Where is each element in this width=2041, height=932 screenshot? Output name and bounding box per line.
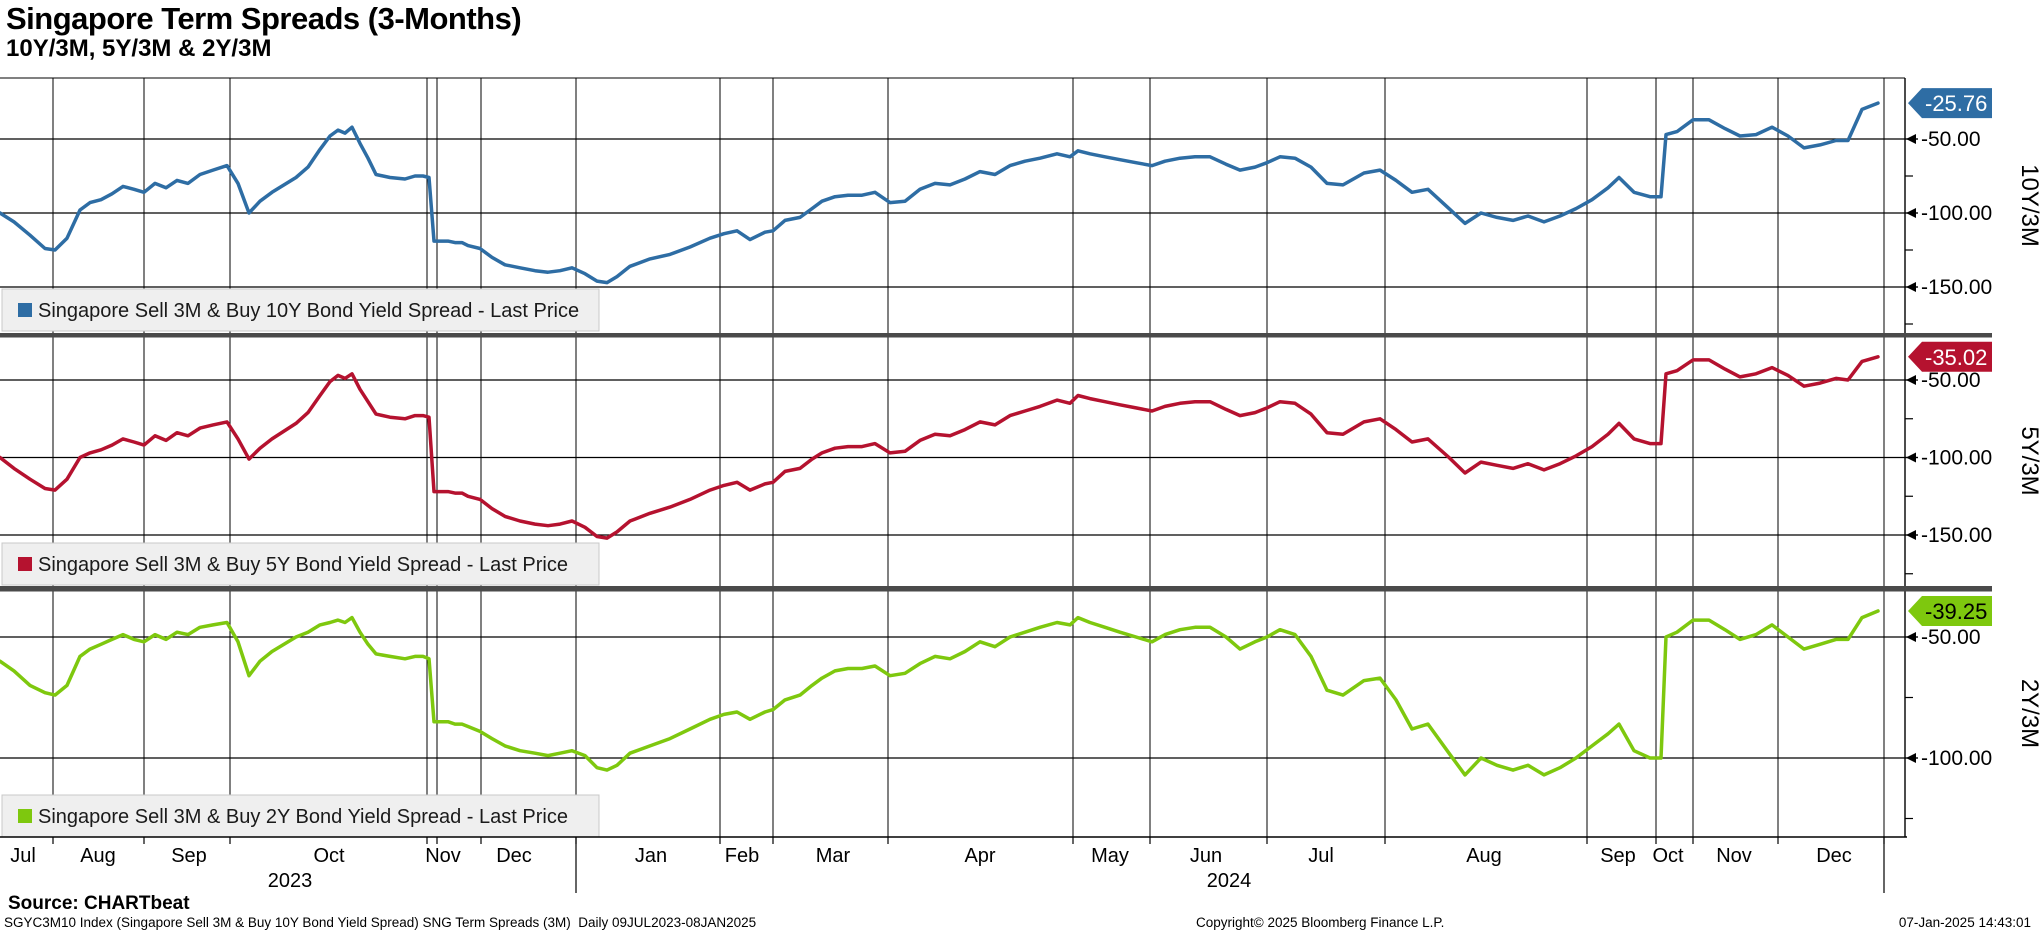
legend-marker-icon bbox=[18, 809, 32, 823]
x-axis: Jul Aug Sep Oct Nov Dec Jan Feb Mar Apr May Jun Jul A… bbox=[0, 836, 1907, 893]
y-axis-title-10y3m: 10Y/3M bbox=[2016, 164, 2041, 247]
y-tick-arrow-icon bbox=[1906, 282, 1916, 292]
last-price-badge-2y3m bbox=[1908, 595, 1992, 626]
x-month-label: Sep bbox=[171, 845, 207, 867]
legend-box[interactable] bbox=[1, 288, 600, 332]
y-tick-arrow-icon bbox=[1906, 632, 1916, 642]
series-line-2y3m bbox=[0, 609, 1880, 777]
source-line: Source: CHARTbeat bbox=[8, 893, 190, 914]
footer-copyright: Copyright© 2025 Bloomberg Finance L.P. bbox=[1196, 915, 1445, 930]
last-price-value-2y3m: -39.25 bbox=[1925, 599, 1987, 624]
y-tick-arrow-icon bbox=[1906, 208, 1916, 218]
page-title: Singapore Term Spreads (3-Months) bbox=[6, 1, 522, 36]
panel-2y3m: -50.00 -100.00 2Y/3M -39.25 bbox=[0, 589, 2041, 837]
y-tick-label: -50.00 bbox=[1921, 128, 1981, 151]
y-tick-label: -50.00 bbox=[1921, 626, 1981, 649]
footer-timestamp: 07-Jan-2025 14:43:01 bbox=[1898, 915, 2031, 930]
legend-2y3m[interactable]: Singapore Sell 3M & Buy 2Y Bond Yield Sp… bbox=[1, 794, 600, 838]
panel-separator bbox=[0, 586, 1992, 592]
legend-marker-icon bbox=[18, 557, 32, 571]
x-year-label: 2023 bbox=[268, 870, 313, 892]
y-tick-arrow-icon bbox=[1906, 134, 1916, 144]
series-line-5y3m bbox=[0, 355, 1880, 540]
x-month-label: Aug bbox=[1466, 845, 1502, 867]
page-subtitle: 10Y/3M, 5Y/3M & 2Y/3M bbox=[6, 35, 272, 62]
footer-ticker-info: SGYC3M10 Index (Singapore Sell 3M & Buy … bbox=[4, 915, 757, 930]
y-tick-label: -150.00 bbox=[1921, 276, 1992, 299]
x-year-label: 2024 bbox=[1207, 870, 1252, 892]
x-month-label: Sep bbox=[1600, 845, 1636, 867]
y-tick-label: -100.00 bbox=[1921, 202, 1992, 225]
last-price-badge-5y3m bbox=[1908, 341, 1992, 372]
y-axis-title-5y3m: 5Y/3M bbox=[2016, 426, 2041, 495]
x-month-label: Nov bbox=[425, 845, 461, 867]
x-month-label: Aug bbox=[80, 845, 116, 867]
panel-5y3m: -50.00 -100.00 -150.00 5Y/3M -35.02 bbox=[0, 335, 2041, 586]
series-line-10y3m bbox=[0, 101, 1880, 285]
y-tick-arrow-icon bbox=[1906, 452, 1916, 463]
x-month-label: Jul bbox=[1308, 845, 1334, 867]
y-tick-label: -100.00 bbox=[1921, 447, 1992, 470]
last-price-value-10y3m: -25.76 bbox=[1925, 91, 1987, 116]
x-month-label: May bbox=[1091, 845, 1129, 867]
x-month-label: Oct bbox=[1652, 845, 1684, 867]
x-month-label: Oct bbox=[313, 845, 345, 867]
chart-header: Singapore Term Spreads (3-Months) 10Y/3M… bbox=[6, 1, 522, 62]
legend-box[interactable] bbox=[1, 542, 600, 586]
x-month-label: Dec bbox=[1816, 845, 1852, 867]
x-month-label: Feb bbox=[725, 845, 759, 867]
legend-5y3m[interactable]: Singapore Sell 3M & Buy 5Y Bond Yield Sp… bbox=[1, 542, 600, 586]
legend-label: Singapore Sell 3M & Buy 10Y Bond Yield S… bbox=[38, 300, 579, 322]
x-month-label: Jun bbox=[1190, 845, 1222, 867]
y-tick-label: -150.00 bbox=[1921, 524, 1992, 547]
legend-label: Singapore Sell 3M & Buy 5Y Bond Yield Sp… bbox=[38, 554, 568, 576]
legend-10y3m[interactable]: Singapore Sell 3M & Buy 10Y Bond Yield S… bbox=[1, 288, 600, 332]
x-month-label: Mar bbox=[816, 845, 851, 867]
y-tick-arrow-icon bbox=[1906, 375, 1916, 385]
y-tick-arrow-icon bbox=[1906, 530, 1916, 540]
x-month-label: Apr bbox=[964, 845, 995, 867]
y-tick-arrow-icon bbox=[1906, 753, 1916, 763]
x-month-label: Dec bbox=[496, 845, 532, 867]
x-month-label: Jul bbox=[10, 845, 36, 867]
legend-label: Singapore Sell 3M & Buy 2Y Bond Yield Sp… bbox=[38, 806, 568, 828]
y-axis-title-2y3m: 2Y/3M bbox=[2016, 679, 2041, 748]
legend-box[interactable] bbox=[1, 794, 600, 838]
y-tick-label: -100.00 bbox=[1921, 747, 1992, 770]
x-month-label: Jan bbox=[635, 845, 667, 867]
x-month-label: Nov bbox=[1716, 845, 1752, 867]
y-tick-label: -50.00 bbox=[1921, 369, 1981, 392]
last-price-badge-10y3m bbox=[1908, 88, 1992, 119]
legend-marker-icon bbox=[18, 303, 32, 317]
last-price-value-5y3m: -35.02 bbox=[1925, 345, 1987, 370]
panel-separator bbox=[0, 333, 1992, 338]
